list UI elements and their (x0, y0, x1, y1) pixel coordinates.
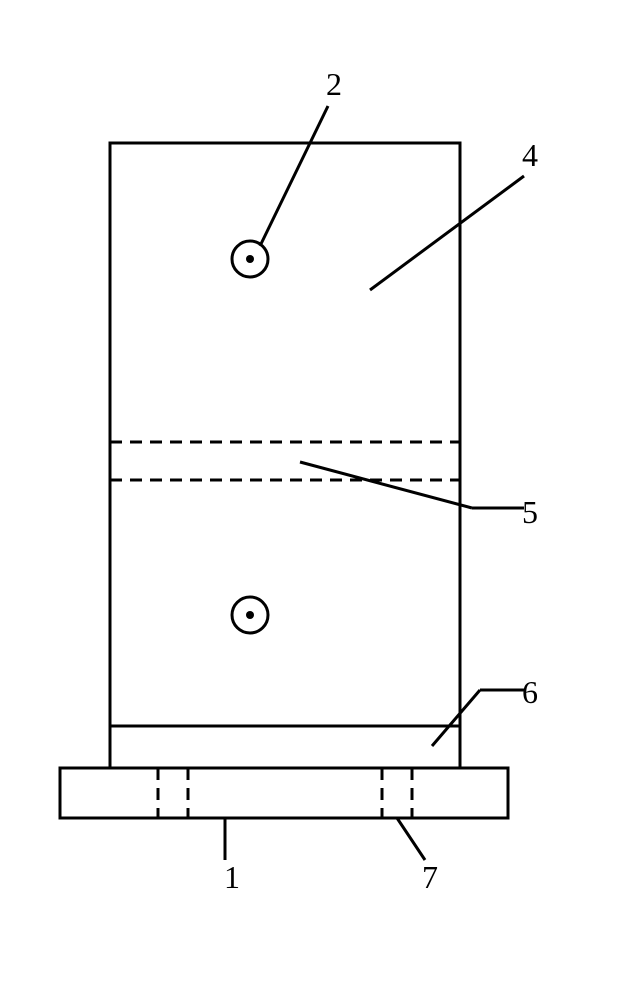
callout-label: 1 (224, 859, 240, 895)
target-symbol (232, 597, 268, 633)
callout: 1 (224, 818, 240, 895)
callout: 4 (370, 137, 538, 290)
base-rect (60, 768, 508, 818)
callout: 7 (397, 818, 438, 895)
target-symbol (232, 241, 268, 277)
main-rect (110, 143, 460, 768)
callout: 5 (300, 462, 538, 530)
callout-label: 5 (522, 494, 538, 530)
callout: 6 (432, 674, 538, 746)
callout: 2 (260, 66, 342, 246)
callout-label: 2 (326, 66, 342, 102)
callout-label: 6 (522, 674, 538, 710)
callout-label: 7 (422, 859, 438, 895)
callout-label: 4 (522, 137, 538, 173)
